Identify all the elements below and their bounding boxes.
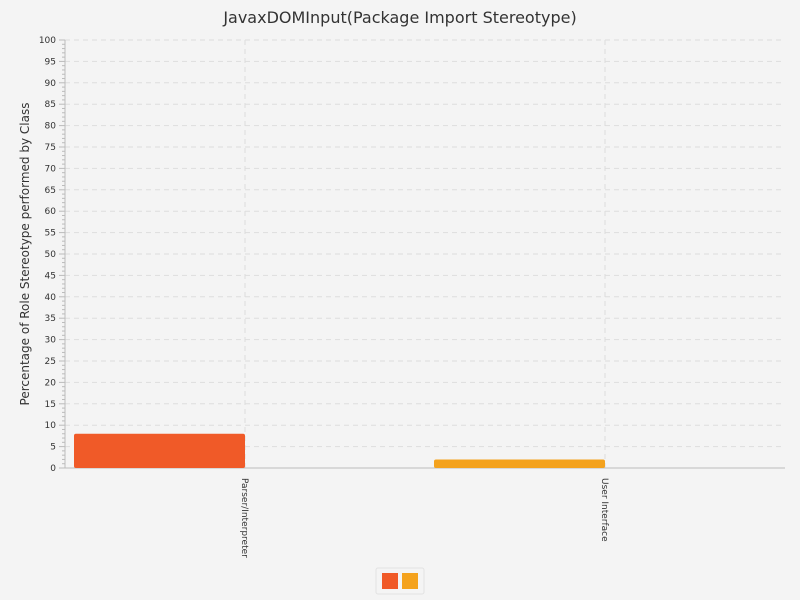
bar (434, 459, 605, 468)
y-tick-label: 85 (45, 100, 56, 110)
axes: 0 5 10 15 20 25 30 35 40 45 50 55 60 65 70 75 80 85 90 95 10… (39, 36, 785, 474)
y-tick-label: 50 (45, 250, 57, 260)
bars (74, 433, 605, 468)
legend-swatch (382, 573, 398, 589)
y-tick-label: 80 (45, 122, 57, 132)
y-tick-label: 70 (45, 164, 57, 174)
y-tick-label: 35 (45, 314, 56, 324)
chart-title: JavaxDOMInput(Package Import Stereotype) (222, 8, 576, 27)
y-tick-label: 90 (45, 79, 57, 89)
y-tick-label: 45 (45, 271, 56, 281)
y-tick-label: 5 (50, 443, 56, 453)
grid (65, 39, 785, 468)
x-tick-label: User Interface (599, 478, 609, 542)
y-axis-label: Percentage of Role Stereotype performed … (18, 103, 32, 406)
bar (74, 433, 245, 468)
y-tick-label: 100 (39, 36, 56, 46)
y-tick-label: 25 (45, 357, 56, 367)
x-axis-ticks: Parser/Interpreter User Interface (239, 478, 609, 558)
y-tick-label: 60 (45, 207, 57, 217)
x-tick-label: Parser/Interpreter (239, 478, 249, 558)
y-tick-label: 55 (45, 229, 56, 239)
legend[interactable] (375, 567, 425, 595)
y-tick-label: 75 (45, 143, 56, 153)
y-tick-label: 95 (45, 57, 56, 67)
y-tick-label: 65 (45, 186, 56, 196)
y-tick-label: 0 (50, 464, 56, 474)
legend-swatch (402, 573, 418, 589)
y-tick-label: 10 (45, 421, 57, 431)
y-tick-label: 40 (45, 293, 57, 303)
y-tick-label: 30 (45, 336, 57, 346)
y-tick-label: 15 (45, 400, 56, 410)
y-tick-label: 20 (45, 378, 57, 388)
